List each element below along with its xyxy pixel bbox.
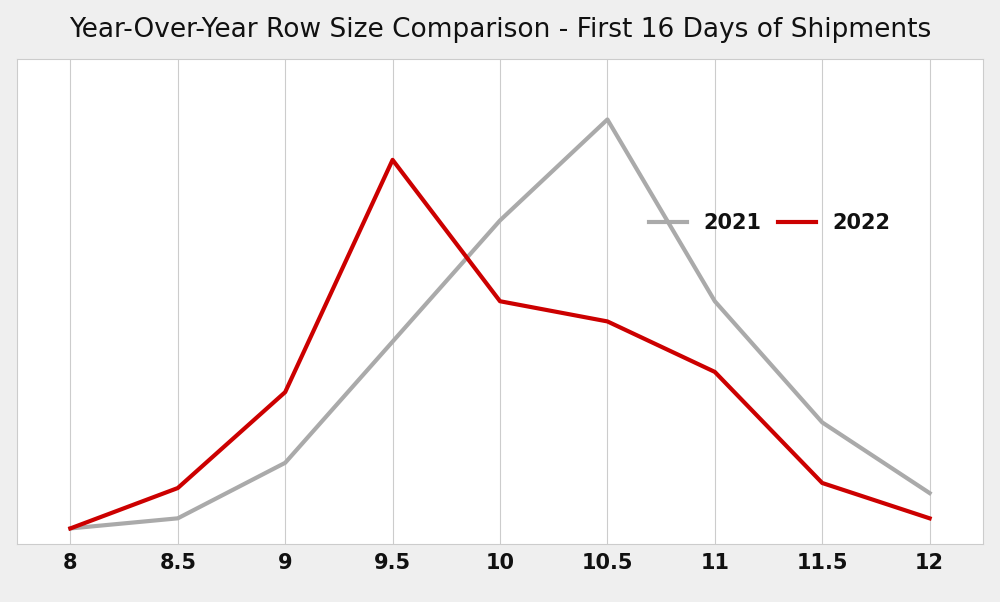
- 2022: [494, 297, 506, 305]
- Title: Year-Over-Year Row Size Comparison - First 16 Days of Shipments: Year-Over-Year Row Size Comparison - Fir…: [69, 17, 931, 43]
- Line: 2021: 2021: [70, 119, 930, 529]
- 2021: [924, 489, 936, 497]
- 2021: [387, 338, 399, 345]
- Line: 2022: 2022: [70, 160, 930, 529]
- 2021: [709, 297, 721, 305]
- 2021: [64, 525, 76, 532]
- 2022: [924, 515, 936, 522]
- 2022: [279, 388, 291, 396]
- 2022: [172, 485, 184, 492]
- 2022: [816, 479, 828, 486]
- 2021: [172, 515, 184, 522]
- 2022: [709, 368, 721, 376]
- 2021: [601, 116, 613, 123]
- 2022: [64, 525, 76, 532]
- 2021: [279, 459, 291, 467]
- 2022: [387, 157, 399, 164]
- 2022: [601, 318, 613, 325]
- 2021: [816, 419, 828, 426]
- Legend: 2021, 2022: 2021, 2022: [641, 205, 899, 241]
- 2021: [494, 217, 506, 224]
